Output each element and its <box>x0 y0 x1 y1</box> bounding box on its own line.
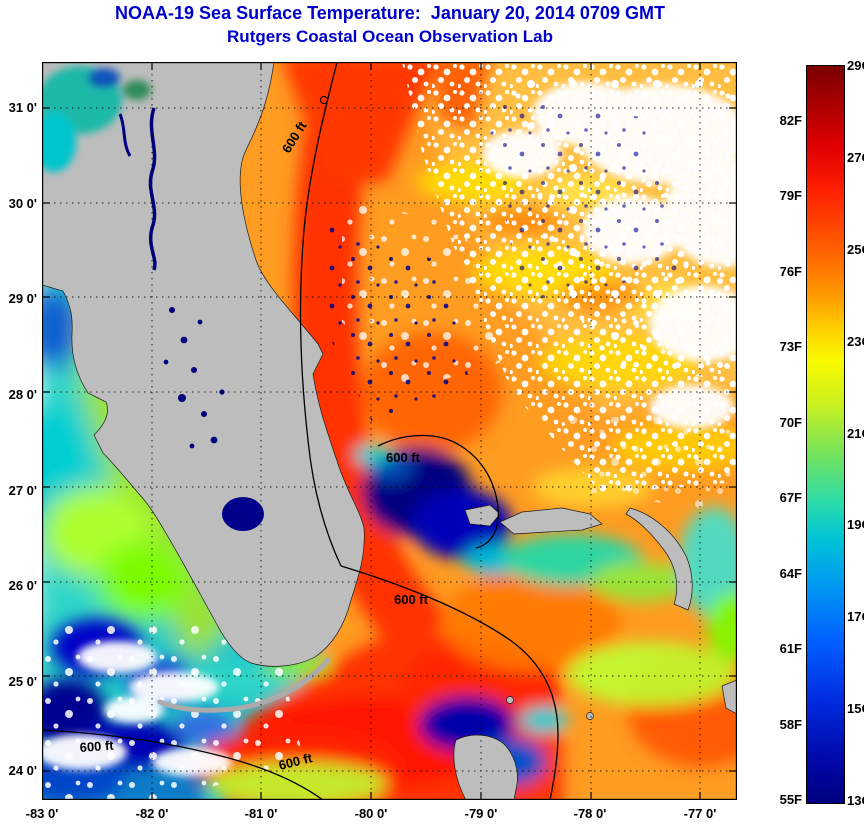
grand-bahama-island <box>499 507 603 535</box>
colorbar-celsius-label: 25C <box>847 242 864 257</box>
colorbar-fahrenheit-label: 79F <box>779 188 802 203</box>
lon-tick-label: -80 0' <box>354 806 388 821</box>
sst-map: 600 ft 600 ft 600 ft 600 ft 600 ft <box>12 42 784 822</box>
florida-landmass <box>41 61 365 667</box>
lon-tick-label: -78 0' <box>573 806 607 821</box>
lat-tick-label: 31 0' <box>8 100 37 115</box>
river <box>148 107 157 271</box>
inland-lakes <box>163 307 225 449</box>
map-border <box>42 62 737 800</box>
colorbar-celsius-label: 19C <box>847 517 864 532</box>
colorbar-fahrenheit-label: 73F <box>779 339 802 354</box>
lon-tick-label: -83 0' <box>25 806 59 821</box>
lon-tick-label: -79 0' <box>464 806 498 821</box>
map-frame: 600 ft 600 ft 600 ft 600 ft 600 ft <box>12 42 784 822</box>
contour-label-600ft: 600 ft <box>386 450 421 465</box>
lon-tick-label: -77 0' <box>683 806 717 821</box>
florida-keys <box>157 657 331 713</box>
colorbar-celsius-label: 15C <box>847 701 864 716</box>
colorbar-celsius-label: 23C <box>847 334 864 349</box>
river <box>118 113 132 157</box>
colorbar-celsius-label: 17C <box>847 609 864 624</box>
lat-tick-label: 26 0' <box>8 578 37 593</box>
colorbar-fahrenheit-label: 61F <box>779 641 802 656</box>
colorbar-celsius-label: 13C <box>847 793 864 808</box>
lat-tick-label: 29 0' <box>8 291 37 306</box>
lat-tick-label: 30 0' <box>8 196 37 211</box>
page-subtitle: Rutgers Coastal Ocean Observation Lab <box>227 27 553 46</box>
lon-tick-label: -82 0' <box>135 806 169 821</box>
contour-label-600ft: 600 ft <box>79 738 115 755</box>
colorbar-celsius-label: 21C <box>847 426 864 441</box>
andros-island <box>453 734 518 801</box>
colorbar-fahrenheit-label: 64F <box>779 566 802 581</box>
colorbar-celsius-label: 27C <box>847 150 864 165</box>
temperature-colorbar <box>806 65 845 804</box>
lat-tick-label: 28 0' <box>8 387 37 402</box>
inland-waters <box>32 66 264 531</box>
colorbar-fahrenheit-label: 76F <box>779 264 802 279</box>
lat-tick-label: 24 0' <box>8 763 37 778</box>
lake-okeechobee <box>222 497 264 531</box>
colorbar-fahrenheit-label: 55F <box>779 792 802 807</box>
colorbar-fahrenheit-label: 82F <box>779 113 802 128</box>
abaco-island <box>625 507 693 611</box>
cloud-speckles <box>42 62 737 800</box>
lat-tick-label: 25 0' <box>8 674 37 689</box>
depth-contour-lines <box>41 61 559 801</box>
colorbar-fahrenheit-label: 67F <box>779 490 802 505</box>
colorbar-fahrenheit-label: 58F <box>779 717 802 732</box>
contour-label-600ft: 600 ft <box>394 592 429 607</box>
axis-ticks <box>42 62 737 800</box>
lat-tick-label: 27 0' <box>8 483 37 498</box>
colorbar-celsius-label: 29C <box>847 58 864 73</box>
lon-tick-label: -81 0' <box>244 806 278 821</box>
page-title: NOAA-19 Sea Surface Temperature: January… <box>115 3 665 23</box>
colorbar-fahrenheit-label: 70F <box>779 415 802 430</box>
land-masses <box>41 61 738 801</box>
